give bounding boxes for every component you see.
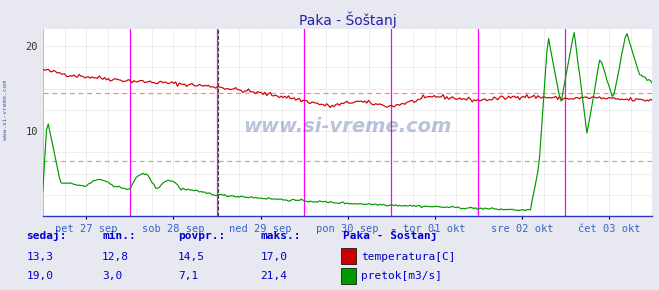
Text: www.si-vreme.com: www.si-vreme.com xyxy=(3,80,8,140)
Text: povpr.:: povpr.: xyxy=(178,231,225,241)
Text: 12,8: 12,8 xyxy=(102,251,129,262)
Text: pretok[m3/s]: pretok[m3/s] xyxy=(361,271,442,281)
Text: Paka - Šoštanj: Paka - Šoštanj xyxy=(343,229,437,241)
Text: 19,0: 19,0 xyxy=(26,271,53,281)
Text: 13,3: 13,3 xyxy=(26,251,53,262)
Text: sedaj:: sedaj: xyxy=(26,230,67,241)
Text: 17,0: 17,0 xyxy=(260,251,287,262)
Text: www.si-vreme.com: www.si-vreme.com xyxy=(243,117,452,136)
Text: min.:: min.: xyxy=(102,231,136,241)
Text: 7,1: 7,1 xyxy=(178,271,198,281)
Text: 3,0: 3,0 xyxy=(102,271,123,281)
Text: temperatura[C]: temperatura[C] xyxy=(361,251,455,262)
Text: 14,5: 14,5 xyxy=(178,251,205,262)
Text: 21,4: 21,4 xyxy=(260,271,287,281)
Text: maks.:: maks.: xyxy=(260,231,301,241)
Title: Paka - Šoštanj: Paka - Šoštanj xyxy=(299,11,397,28)
